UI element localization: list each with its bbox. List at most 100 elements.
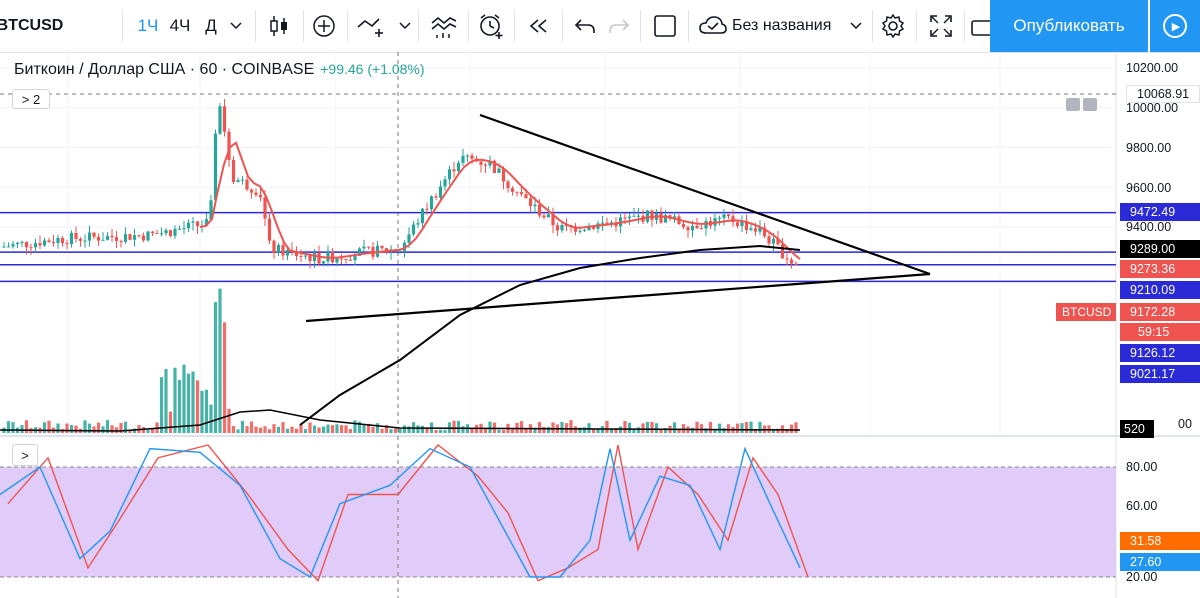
add-indicator-icon[interactable] [310,0,338,52]
candle-body [267,218,272,241]
legend-collapse-button[interactable]: > 2 [12,89,50,109]
volume-bar [240,420,245,433]
volume-bar [348,429,353,433]
candle-body [524,194,528,199]
candle-body [110,235,114,238]
candle-body [686,227,690,231]
candle-body [650,210,654,220]
cloud-saved-icon[interactable] [696,0,730,52]
indicator-collapse-button[interactable]: > [12,444,38,466]
ema-line [199,141,801,260]
candle-body [528,198,533,207]
camera-icon[interactable] [970,0,990,52]
candle-body [101,239,105,241]
candle-body [632,215,636,217]
volume-bar [204,389,209,433]
volume-bar [425,427,429,433]
volume-bar [632,429,636,433]
candle-body [92,232,96,237]
volume-bar [218,288,222,433]
volume-bar [150,428,155,433]
candle-body [470,155,474,159]
redo-icon[interactable] [604,0,634,52]
candle-body [456,162,461,172]
volume-bar [708,421,713,433]
volume-bar [420,425,425,433]
candle-body [744,221,749,230]
volume-bar [488,421,492,433]
symbol-search-button[interactable]: BTCUSD [0,17,64,34]
fullscreen-icon[interactable] [924,0,958,52]
candle-body [182,228,186,230]
volume-bar [74,425,78,433]
candle-body [758,227,762,232]
volume-bar [749,421,753,433]
price-tag-level: 9472.49 [1120,203,1200,221]
volume-bar [690,427,695,433]
candle-body [749,228,753,230]
alarm-clock-icon[interactable] [474,0,508,52]
candle-body [339,258,344,260]
candle-body [254,192,258,195]
volume-bar [434,429,438,433]
candle-body [672,216,677,219]
candle-body [240,179,245,181]
chart-legend: Биткоин / Доллар США · 60 · COINBASE +99.… [14,61,425,79]
volume-bar [123,421,128,433]
price-chart[interactable] [0,52,1200,598]
timeframe-4h-button[interactable]: 4Ч [169,16,191,35]
candle-body [236,180,240,183]
volume-bar [537,422,542,433]
volume-bar [735,423,740,433]
gear-icon[interactable] [878,0,908,52]
price-tick: 9600.00 [1126,181,1172,195]
candle-body [74,232,78,239]
candle-body [141,235,146,241]
candle-body [443,179,447,187]
volume-bar [384,425,389,433]
candle-body [794,263,798,265]
candle-body [353,255,357,261]
candle-body [312,252,317,262]
volume-bar [663,427,668,433]
pane-collapse-icon[interactable] [1066,98,1080,111]
candle-body [510,188,515,192]
play-button[interactable]: ▶ [1150,0,1200,52]
undo-icon[interactable] [570,0,600,52]
volume-bar [47,420,51,433]
timeframe-1d-button[interactable]: Д [205,16,217,35]
volume-bar [371,427,375,433]
candle-body [51,242,56,244]
layout-name[interactable]: Без названия [732,17,832,34]
indicators-templates-icon[interactable] [424,0,464,52]
candle-body [501,168,506,182]
candle-body [105,235,110,240]
candle-body [209,200,213,220]
price-change: +99.46 (+1.08%) [320,61,425,77]
candle-body [681,224,686,228]
candle-body [771,238,776,244]
chevron-down-icon[interactable] [226,0,246,52]
volume-bar [726,424,731,433]
timeframe-1h-button[interactable]: 1Ч [137,16,159,35]
candle-body [411,224,416,235]
pane-close-icon[interactable] [1083,98,1097,111]
candle-body [587,225,591,231]
replay-icon[interactable] [522,0,556,52]
volume-bar [317,427,321,433]
candles-style-icon[interactable] [264,0,294,52]
price-tag-level: 9210.09 [1120,281,1200,299]
volume-bar [258,427,263,433]
price-tick: 9800.00 [1126,141,1172,155]
volume-bar [695,421,699,433]
publish-button[interactable]: Опубликовать [990,0,1148,52]
volume-bar [263,426,267,433]
candle-body [605,222,609,224]
volume-bar [114,427,119,433]
layout-select-icon[interactable] [650,0,680,52]
chevron-down-icon[interactable] [846,0,866,52]
candle-body [335,258,339,263]
chevron-down-icon[interactable] [395,0,415,52]
compare-symbol-icon[interactable] [352,0,392,52]
candle-body [191,221,195,223]
